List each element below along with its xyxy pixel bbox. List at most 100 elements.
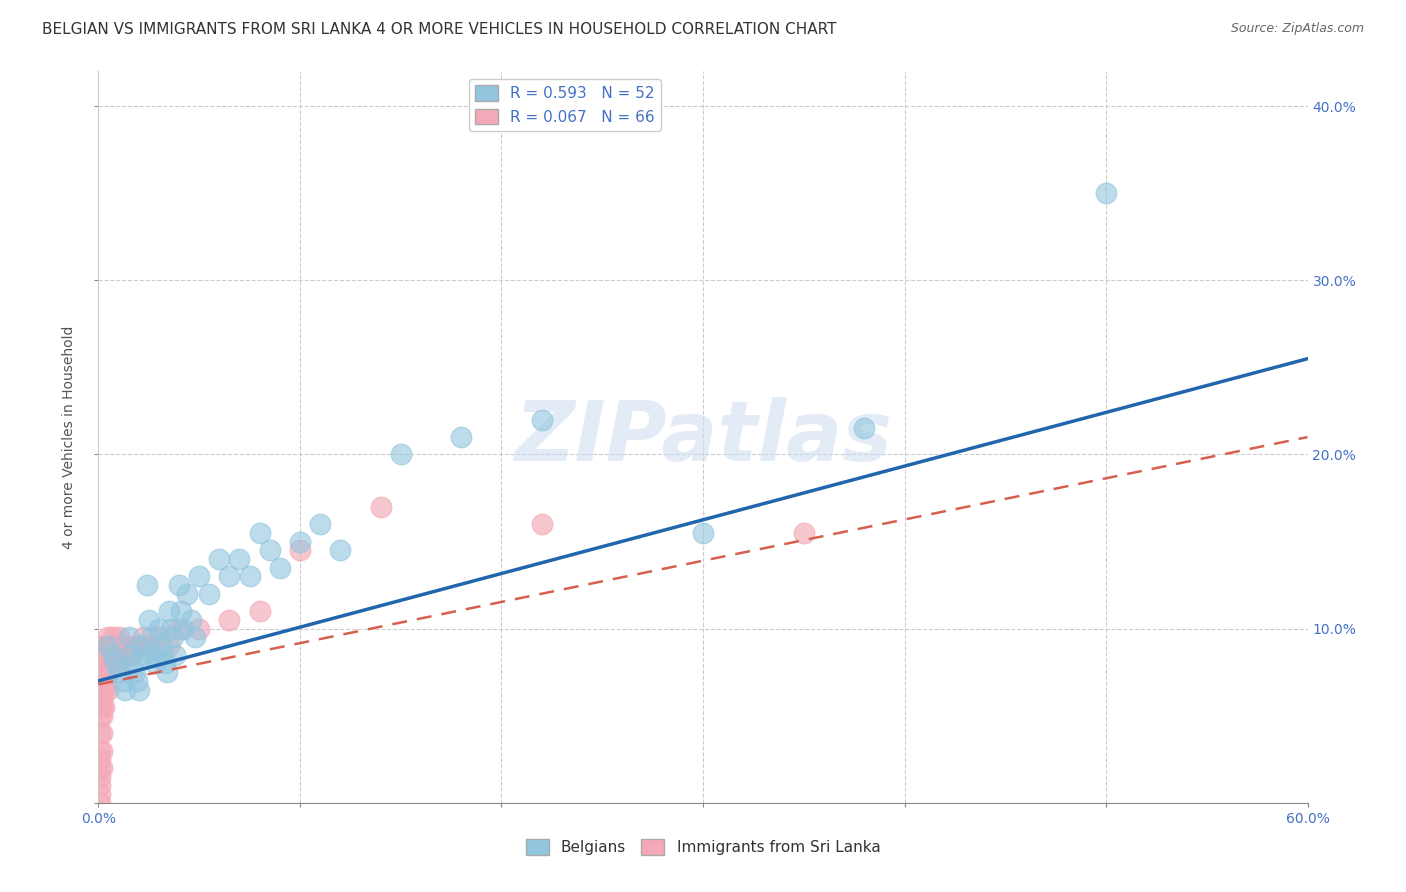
Point — [176, 587, 198, 601]
Point — [91, 700, 114, 714]
Point — [239, 569, 262, 583]
Point — [89, 691, 111, 706]
Point — [172, 622, 194, 636]
Point — [188, 622, 211, 636]
Point — [128, 639, 150, 653]
Point — [121, 657, 143, 671]
Point — [89, 673, 111, 688]
Point — [288, 534, 311, 549]
Point — [89, 743, 111, 757]
Point — [208, 552, 231, 566]
Point — [143, 657, 166, 671]
Point — [167, 622, 190, 636]
Point — [118, 639, 141, 653]
Point — [103, 657, 125, 671]
Point — [93, 665, 115, 680]
Point — [139, 631, 162, 645]
Point — [105, 639, 128, 653]
Point — [148, 622, 170, 636]
Point — [91, 726, 114, 740]
Point — [249, 604, 271, 618]
Point — [198, 587, 221, 601]
Point — [89, 726, 111, 740]
Point — [105, 657, 128, 671]
Point — [120, 648, 142, 662]
Point — [142, 648, 165, 662]
Point — [107, 648, 129, 662]
Point — [180, 613, 202, 627]
Point — [111, 673, 134, 688]
Point — [138, 613, 160, 627]
Point — [152, 648, 174, 662]
Point — [101, 648, 124, 662]
Point — [91, 639, 114, 653]
Point — [129, 639, 152, 653]
Point — [103, 639, 125, 653]
Point — [100, 657, 122, 671]
Point — [96, 673, 118, 688]
Point — [450, 430, 472, 444]
Point — [101, 648, 124, 662]
Point — [91, 761, 114, 775]
Point — [170, 604, 193, 618]
Point — [89, 761, 111, 775]
Point — [389, 448, 412, 462]
Point — [97, 631, 120, 645]
Point — [259, 543, 281, 558]
Point — [118, 631, 141, 645]
Point — [288, 543, 311, 558]
Point — [329, 543, 352, 558]
Point — [167, 578, 190, 592]
Point — [128, 682, 150, 697]
Point — [93, 657, 115, 671]
Text: BELGIAN VS IMMIGRANTS FROM SRI LANKA 4 OR MORE VEHICLES IN HOUSEHOLD CORRELATION: BELGIAN VS IMMIGRANTS FROM SRI LANKA 4 O… — [42, 22, 837, 37]
Point — [91, 673, 114, 688]
Point — [89, 752, 111, 766]
Point — [89, 787, 111, 801]
Y-axis label: 4 or more Vehicles in Household: 4 or more Vehicles in Household — [62, 326, 76, 549]
Point — [96, 639, 118, 653]
Point — [530, 517, 553, 532]
Point — [89, 700, 111, 714]
Point — [184, 631, 207, 645]
Point — [97, 665, 120, 680]
Point — [124, 639, 146, 653]
Point — [97, 639, 120, 653]
Point — [100, 639, 122, 653]
Point — [89, 770, 111, 784]
Point — [793, 525, 815, 540]
Point — [107, 631, 129, 645]
Point — [91, 682, 114, 697]
Point — [148, 631, 170, 645]
Point — [120, 648, 142, 662]
Point — [218, 569, 240, 583]
Point — [188, 569, 211, 583]
Point — [228, 552, 250, 566]
Point — [89, 682, 111, 697]
Point — [156, 665, 179, 680]
Point — [97, 648, 120, 662]
Point — [93, 639, 115, 653]
Point — [135, 578, 157, 592]
Point — [125, 673, 148, 688]
Point — [91, 743, 114, 757]
Point — [93, 682, 115, 697]
Point — [132, 648, 155, 662]
Point — [163, 648, 186, 662]
Point — [89, 796, 111, 810]
Point — [370, 500, 392, 514]
Point — [162, 631, 184, 645]
Point — [103, 657, 125, 671]
Point — [1095, 186, 1118, 201]
Point — [269, 560, 291, 574]
Text: ZIPatlas: ZIPatlas — [515, 397, 891, 477]
Point — [91, 657, 114, 671]
Point — [218, 613, 240, 627]
Point — [91, 691, 114, 706]
Point — [157, 639, 180, 653]
Point — [93, 700, 115, 714]
Point — [853, 421, 876, 435]
Point — [157, 604, 180, 618]
Point — [107, 665, 129, 680]
Point — [89, 657, 111, 671]
